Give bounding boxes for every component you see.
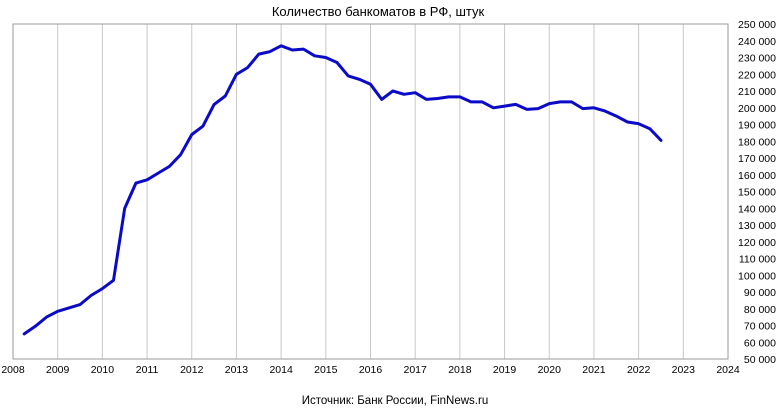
y-tick-label: 190 000 [738, 120, 776, 132]
y-tick-label: 100 000 [738, 270, 776, 282]
x-tick-label: 2010 [91, 364, 115, 376]
x-tick-label: 2015 [314, 364, 338, 376]
series-line [22, 44, 663, 336]
y-tick-label: 70 000 [744, 321, 776, 333]
x-tick-label: 2009 [46, 364, 70, 376]
source-note: Источник: Банк России, FinNews.ru [302, 395, 488, 407]
chart-title: Количество банкоматов в РФ, штук [272, 4, 485, 19]
y-tick-label: 150 000 [738, 187, 776, 199]
y-tick-label: 170 000 [738, 153, 776, 165]
x-tick-label: 2024 [716, 364, 740, 376]
vertical-gridlines [12, 24, 729, 359]
x-axis-ticks: 2008 2009 2010 2011 2012 2013 2014 2015 2016 2017… [1, 364, 740, 376]
x-tick-label: 2014 [269, 364, 293, 376]
y-tick-label: 90 000 [744, 287, 776, 299]
y-tick-label: 220 000 [738, 69, 776, 81]
x-tick-label: 2023 [672, 364, 696, 376]
y-tick-label: 120 000 [738, 237, 776, 249]
y-tick-label: 230 000 [738, 53, 776, 65]
y-tick-label: 240 000 [738, 36, 776, 48]
x-tick-label: 2013 [225, 364, 249, 376]
y-tick-label: 160 000 [738, 170, 776, 182]
y-tick-label: 210 000 [738, 86, 776, 98]
y-tick-label: 60 000 [744, 337, 776, 349]
y-axis-ticks: 50 000 60 000 70 000 80 000 90 000 100 000 110… [738, 19, 776, 366]
x-tick-label: 2012 [180, 364, 204, 376]
x-tick-label: 2020 [538, 364, 562, 376]
x-tick-label: 2021 [582, 364, 606, 376]
x-tick-label: 2008 [1, 364, 25, 376]
y-tick-label: 130 000 [738, 220, 776, 232]
x-tick-label: 2022 [627, 364, 651, 376]
y-tick-label: 50 000 [744, 354, 776, 366]
x-tick-label: 2019 [493, 364, 517, 376]
y-tick-label: 180 000 [738, 136, 776, 148]
y-tick-label: 80 000 [744, 304, 776, 316]
y-tick-label: 250 000 [738, 19, 776, 31]
y-tick-label: 140 000 [738, 203, 776, 215]
x-tick-label: 2011 [136, 364, 159, 376]
x-tick-label: 2016 [359, 364, 383, 376]
y-tick-label: 200 000 [738, 103, 776, 115]
y-tick-label: 110 000 [739, 254, 776, 266]
plot-frame [12, 23, 729, 360]
x-tick-label: 2018 [448, 364, 472, 376]
x-tick-label: 2017 [404, 364, 428, 376]
